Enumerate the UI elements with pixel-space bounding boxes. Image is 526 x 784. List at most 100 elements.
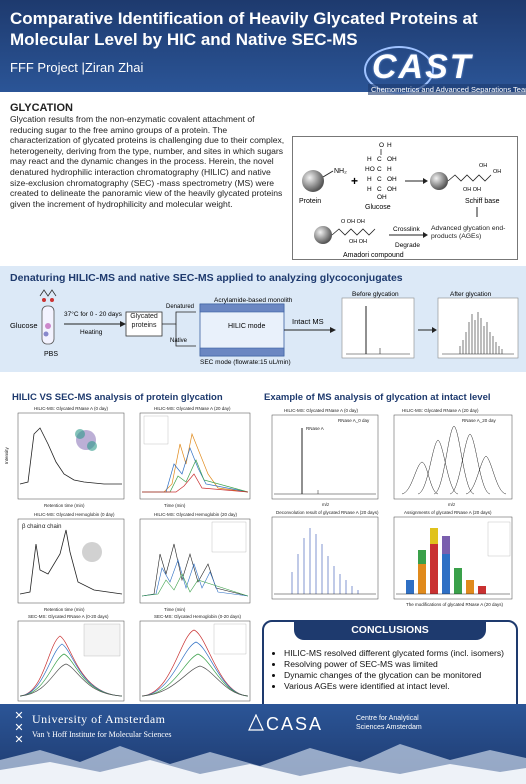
uva-name: University of Amsterdam — [32, 712, 166, 726]
svg-text:OH OH: OH OH — [463, 187, 481, 193]
svg-text:OH: OH — [377, 194, 387, 201]
alpha-chain-label: α chain — [42, 524, 61, 530]
conclusion-item: Various AGEs were identified at intact l… — [284, 681, 514, 691]
conclusions-heading: CONCLUSIONS — [294, 620, 486, 640]
poster-subtitle: FFF Project |Ziran Zhai — [10, 60, 144, 75]
casa-subtitle: Centre for Analytical Sciences Amsterdam — [356, 715, 422, 731]
crosslink-label: Crosslink — [393, 226, 420, 233]
svg-text:OH: OH — [387, 186, 397, 193]
conclusion-item: HILIC-MS resolved different glycated for… — [284, 648, 514, 658]
amadori-label: Amadori compound — [343, 252, 404, 259]
ms-p2-legend: RNase A_20 day — [462, 418, 497, 423]
svg-text:H: H — [367, 156, 372, 163]
svg-text:C: C — [377, 186, 382, 193]
rnase-structure-icon — [75, 429, 97, 451]
protein-sphere-icon — [302, 170, 324, 192]
ms-p1-legend: RNase A_0 day — [338, 418, 370, 423]
ms-p4-title: Assignments of glycated RNase A (20 days… — [404, 510, 492, 515]
hic-p3-xlabel: Retention time (min) — [44, 607, 85, 612]
before-glycation-label: Before glycation — [352, 291, 399, 298]
workflow-heading: Denaturing HILIC-MS and native SEC-MS ap… — [10, 272, 403, 284]
hilic-mode-label: HILIC mode — [228, 323, 265, 330]
protein-label: Protein — [299, 198, 321, 205]
svg-text:C: C — [377, 176, 382, 183]
glycated-proteins-label: Glycated proteins — [130, 313, 158, 329]
conclusion-item: Dynamic changes of the glycation can be … — [284, 670, 514, 680]
incubation-condition: 37°C for 0 - 20 days — [64, 310, 123, 318]
svg-text:H: H — [367, 176, 372, 183]
svg-text:OH: OH — [479, 163, 487, 169]
svg-text:H: H — [387, 166, 392, 173]
glycated-proteins-box — [125, 311, 163, 337]
degrade-label: Degrade — [395, 242, 420, 249]
sec-mode-label: SEC mode (flowrate:15 uL/min) — [200, 359, 291, 366]
casa-name: CASA — [266, 714, 324, 734]
native-label: Native — [170, 338, 188, 344]
uva-institute: Van 't Hoff Institute for Molecular Scie… — [32, 730, 172, 739]
ms-analysis-figures: HILIC-MS: Glycated RNase A (0 day) RNase… — [271, 408, 513, 607]
nh2-label: NH₂ — [334, 168, 347, 175]
ages-label: Advanced glycation end-products (AGEs) — [431, 225, 506, 240]
ms-p3-title: Deconvolution result of glycated RNase A… — [276, 510, 379, 515]
ms-rnase-label: RNase A — [306, 426, 324, 431]
uva-crosses-icon: ✕ ✕ ✕ — [14, 710, 24, 746]
glucose-input-label: Glucose — [10, 321, 38, 330]
svg-text:H: H — [387, 142, 392, 149]
ms-p2-title: HILIC-MS: Glycated RNase A (20 day) — [402, 408, 479, 413]
svg-text:OH: OH — [493, 169, 501, 175]
amadori-sphere-icon — [314, 226, 332, 244]
cast-logo: CAST Chemometrics and Advanced Separatio… — [362, 46, 526, 102]
pbs-label: PBS — [44, 351, 58, 358]
schiff-base-label: Schiff base — [465, 198, 500, 205]
hic-p2-title: HILIC-MS: Glycated RNase A (20 day) — [154, 406, 231, 411]
svg-text:O OH OH: O OH OH — [341, 219, 365, 225]
cast-logo-subtitle: Chemometrics and Advanced Separations Te… — [368, 84, 526, 95]
hic-p4-xlabel: Time (min) — [164, 607, 186, 612]
schiff-sphere-icon — [430, 172, 448, 190]
after-glycation-label: After glycation — [450, 291, 492, 298]
poster-footer — [0, 704, 526, 784]
column-box — [199, 303, 285, 357]
svg-text:+: + — [351, 174, 358, 188]
hic-p1-ylabel: Intensity — [4, 446, 9, 464]
poster-header — [0, 0, 526, 92]
svg-text:OH OH: OH OH — [349, 239, 367, 245]
svg-text:C: C — [377, 156, 382, 163]
poster-title: Comparative Identification of Heavily Gl… — [10, 9, 478, 49]
hic-p1-title: HILIC-MS: Glycated RNase A (0 day) — [34, 406, 109, 411]
mountain-decoration — [0, 744, 526, 784]
ms-p4-xlabel: The modifications of glycated RNase A (2… — [406, 602, 504, 607]
hilic-sec-figures: HILIC-MS: Glycated RNase A (0 day) Reten… — [4, 406, 251, 713]
conclusions-box: CONCLUSIONS HILIC-MS resolved different … — [262, 620, 518, 718]
hic-p3-title: HILIC-MS: Glycated Hemoglobin (0 day) — [34, 512, 115, 517]
glucose-tube-icon — [39, 289, 57, 345]
heating-label: Heating — [80, 329, 103, 336]
svg-text:C: C — [377, 166, 382, 173]
hic-p4-title: HILIC-MS: Glycated Hemoglobin (20 day) — [154, 512, 238, 517]
intact-ms-label: Intact MS — [292, 317, 324, 326]
ms-analysis-heading: Example of MS analysis of glycation at i… — [264, 392, 491, 403]
svg-text:OH: OH — [387, 176, 397, 183]
svg-text:O: O — [379, 142, 384, 149]
conclusion-item: Resolving power of SEC-MS was limited — [284, 659, 514, 669]
ms-p2-xlabel: m/z — [448, 502, 456, 507]
glucose-label: Glucose — [365, 204, 391, 211]
before-glycation-spectrum — [341, 297, 415, 359]
svg-text:HO: HO — [365, 166, 375, 173]
hemoglobin-structure-icon — [82, 542, 102, 562]
ms-p1-xlabel: m/z — [322, 502, 330, 507]
uva-logo: University of Amsterdam Van 't Hoff Inst… — [32, 712, 171, 739]
glycation-heading: GLYCATION — [10, 102, 73, 114]
casa-icon — [248, 714, 264, 731]
workflow-diagram: Glucose PBS 37°C for 0 - 20 days Heating… — [10, 289, 519, 366]
cast-logo-text: CAST — [372, 48, 473, 86]
glycation-text: Glycation results from the non-enzymatic… — [10, 114, 285, 209]
svg-text:OH: OH — [387, 156, 397, 163]
hilic-sec-heading: HILIC VS SEC-MS analysis of protein glyc… — [12, 392, 223, 403]
hic-p2-xlabel: Time (min) — [164, 503, 186, 508]
beta-chain-label: β chain — [22, 524, 41, 530]
hic-p6-title: SEC-MS: Glycated Hemoglobin (0-20 days) — [154, 614, 242, 619]
hic-p1-xlabel: Retention time (min) — [44, 503, 85, 508]
